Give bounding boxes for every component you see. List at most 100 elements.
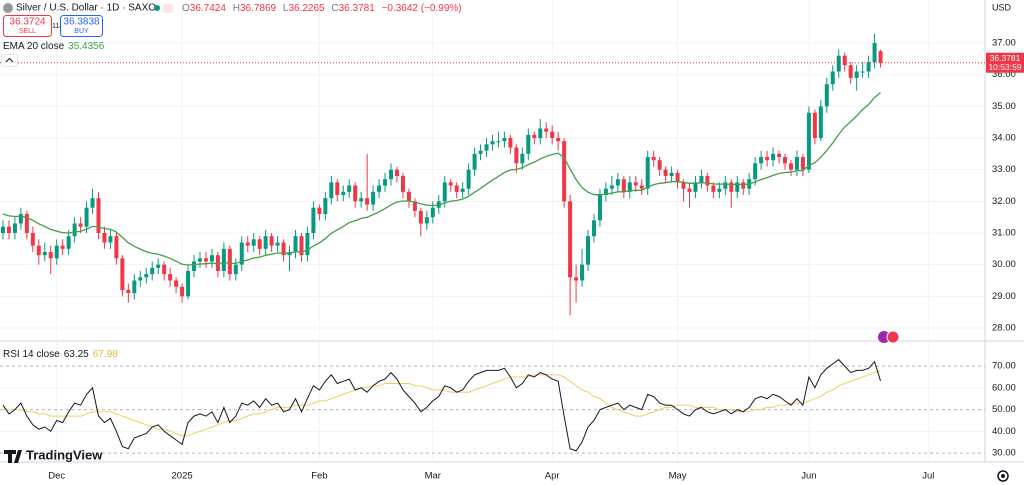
candle-body — [824, 84, 829, 107]
rsi-legend: RSI 14 close 63.25 67.98 — [3, 349, 118, 360]
candle-body — [538, 128, 543, 139]
candle-body — [335, 182, 340, 196]
candle-body — [484, 144, 489, 151]
y-tick-label: 34.00 — [992, 133, 1016, 144]
candle-body — [800, 157, 805, 170]
symbol-icon — [3, 3, 13, 13]
x-tick-label: 2025 — [172, 471, 193, 482]
candle-body — [711, 185, 716, 192]
candle-body — [490, 141, 495, 145]
candle-body — [854, 71, 859, 78]
candle-body — [305, 232, 310, 256]
candle-body — [90, 198, 95, 208]
candle-body — [365, 198, 370, 205]
candle-body — [269, 236, 274, 246]
x-tick-label: Mar — [425, 471, 441, 482]
candle-body — [24, 214, 29, 233]
candle-body — [872, 43, 877, 63]
candle-body — [687, 188, 692, 192]
candle-body — [759, 157, 764, 164]
candle-body — [669, 172, 674, 177]
x-tick-label: Apr — [545, 471, 560, 482]
y-tick-label: 28.00 — [992, 322, 1016, 333]
ema-name: EMA 20 close — [3, 41, 65, 52]
candle-body — [771, 153, 776, 161]
candle-body — [705, 176, 710, 186]
settings-gear — [997, 470, 1009, 482]
y-tick-label: 32.00 — [992, 196, 1016, 207]
candle-body — [209, 255, 214, 262]
candle-body — [442, 182, 447, 202]
candle-body — [621, 179, 626, 192]
candle-body — [197, 258, 202, 262]
rsi-tick-label: 30.00 — [992, 448, 1016, 459]
candle-body — [18, 214, 23, 224]
candle-body — [168, 274, 173, 281]
event-icon[interactable] — [886, 330, 900, 344]
o-value: 36.7424 — [190, 3, 227, 14]
countdown: 10:53:59 — [988, 62, 1021, 72]
candle-body — [609, 185, 614, 189]
c-value: 36.3781 — [339, 3, 376, 14]
h-label: H — [233, 3, 240, 14]
candle-body — [221, 248, 226, 271]
candle-body — [753, 163, 758, 180]
candle-body — [251, 239, 256, 246]
event-icon[interactable] — [878, 331, 890, 343]
candle-body — [603, 188, 608, 196]
candle-body — [520, 153, 525, 164]
candle-body — [562, 141, 567, 202]
rsi-tick-label: 50.00 — [992, 404, 1016, 415]
rsi-tick-label: 40.00 — [992, 426, 1016, 437]
candle-body — [597, 195, 602, 221]
candle-body — [860, 71, 865, 73]
rsi-ma-line — [3, 370, 881, 437]
rsi-ma-value: 67.98 — [93, 349, 118, 360]
y-tick-label: 36.00 — [992, 69, 1016, 80]
candle-body — [645, 157, 650, 189]
candle-body — [580, 264, 585, 281]
candle-body — [359, 198, 364, 202]
candle-body — [591, 220, 596, 237]
candle-body — [66, 236, 71, 249]
y-tick-label: 30.00 — [992, 259, 1016, 270]
buy-price: 36.3838 — [63, 17, 100, 28]
candle-body — [842, 55, 847, 66]
candle-body — [430, 207, 435, 218]
candle-body — [788, 163, 793, 170]
candle-body — [227, 248, 232, 275]
buy-button[interactable] — [60, 15, 103, 37]
candle-body — [192, 261, 197, 271]
candle-body — [765, 157, 770, 161]
candle-body — [454, 185, 459, 192]
candle-body — [424, 217, 429, 224]
rsi-name: RSI 14 close — [3, 349, 60, 360]
candle-body — [275, 242, 280, 246]
settings-icon[interactable] — [997, 470, 1009, 482]
candle-body — [48, 251, 53, 259]
sell-button[interactable] — [3, 15, 52, 37]
sell-price: 36.3724 — [9, 17, 46, 28]
rsi-tick-label: 70.00 — [992, 361, 1016, 372]
candle-body — [574, 277, 579, 281]
candle-body — [556, 138, 561, 142]
rsi-line — [2, 358, 881, 452]
h-value: 36.7869 — [240, 3, 277, 14]
l-value: 36.2265 — [288, 3, 325, 14]
candle-body — [496, 141, 501, 143]
candle-body — [866, 62, 871, 72]
ema-value: 35.4356 — [68, 41, 105, 52]
y-tick-label: 35.00 — [992, 101, 1016, 112]
candle-body — [12, 223, 17, 233]
candle-body — [36, 245, 41, 256]
candle-body — [317, 207, 322, 215]
candle-body — [299, 236, 304, 256]
plot — [0, 33, 985, 452]
candle-body — [544, 128, 549, 132]
candle-body — [699, 176, 704, 183]
candle-body — [120, 258, 125, 290]
collapse-button[interactable] — [1, 54, 18, 67]
candle-body — [257, 239, 262, 249]
